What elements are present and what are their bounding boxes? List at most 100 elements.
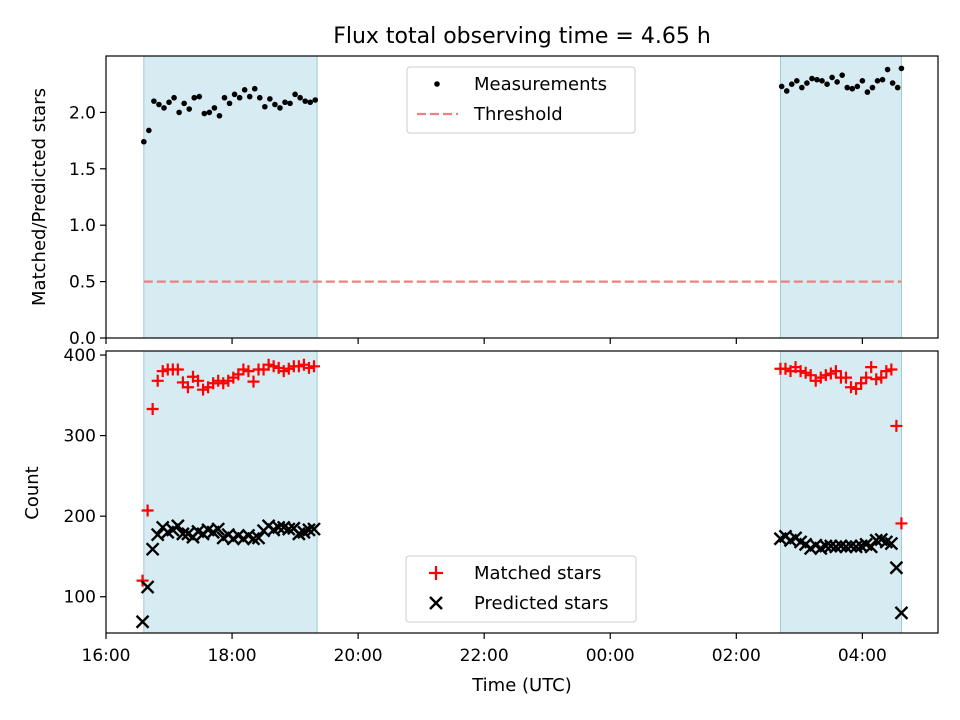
y-tick-label: 0.0 [69,329,96,349]
measurement-point [814,76,820,83]
measurement-points [141,65,905,145]
measurement-point [889,80,896,86]
predicted-star-point [834,539,848,553]
predicted-star-point [150,527,165,542]
measurement-point [161,105,167,111]
measurement-point [277,105,283,111]
predicted-star-point [251,531,266,545]
measurement-point [804,80,810,86]
top-plot-frame [105,55,939,339]
measurement-point [191,94,198,101]
observing-span [143,350,318,634]
top-x-ticks [105,338,863,344]
legend-threshold-label: Threshold [473,104,563,125]
measurement-point [236,94,243,101]
measurement-point [819,78,825,84]
predicted-stars-points [135,518,909,629]
legend-measurements-marker [434,81,440,87]
predicted-star-point [140,580,155,594]
measurement-point [287,100,293,107]
y-tick-label: 1.0 [69,216,96,236]
measurement-point [799,84,805,91]
predicted-star-point [824,539,838,553]
legend-matched-marker [429,566,443,580]
measurement-point [282,99,288,106]
measurement-point [788,81,795,87]
measurement-point [251,85,258,92]
measurement-point [849,85,856,92]
bottom-y-ticks: 100 200 300 400 [64,346,106,608]
matched-star-point [146,403,159,416]
measurement-point [267,96,273,102]
predicted-star-point [849,539,863,554]
measurement-point [307,99,314,106]
measurement-point [196,93,203,100]
measurement-point [171,94,177,101]
predicted-star-point [844,539,858,553]
predicted-star-point [281,522,296,536]
bottom-x-ticks: 16:00 18:00 20:00 22:00 00:00 02:00 04:00 [82,633,887,666]
measurement-point [141,138,147,145]
y-tick-label: 100 [64,588,96,608]
predicted-star-point [211,522,226,536]
matched-star-point [192,374,205,387]
measurement-point [884,66,891,73]
matched-star-point [865,361,878,374]
measurement-point [834,79,840,85]
matched-star-point [181,381,194,394]
chart-title: Flux total observing time = 4.65 h [333,24,711,49]
measurement-point [898,65,905,72]
bottom-panel: 100 200 300 400 16:00 18:00 20:00 22:00 00:00 02… [22,346,939,696]
predicted-star-point [135,614,150,629]
measurement-point [829,74,835,81]
predicted-star-point [302,523,316,537]
measurement-point [879,76,886,83]
measurement-point [231,91,238,98]
matched-star-point [247,375,260,388]
matched-star-point [171,363,184,376]
measurement-point [874,78,881,84]
measurement-point [859,78,866,84]
x-tick-label: 20:00 [334,646,383,666]
y-tick-label: 2.0 [69,103,96,123]
measurement-point [226,100,233,107]
measurement-point [246,93,253,100]
predicted-star-point [307,522,321,536]
top-legend-box [406,66,636,134]
matched-star-point [895,517,908,530]
y-tick-label: 300 [64,427,96,447]
matched-star-point [860,371,873,384]
predicted-star-point [246,531,261,546]
measurement-point [869,84,876,91]
measurement-point [839,72,845,78]
measurement-point [844,84,851,91]
legend-measurements-label: Measurements [474,74,607,95]
measurement-point [854,83,861,90]
matched-star-point [829,365,842,378]
measurement-point [156,101,162,108]
predicted-star-point [829,539,843,554]
measurement-point [241,87,248,93]
measurement-point [176,109,182,116]
predicted-star-point [889,560,904,575]
x-tick-label: 16:00 [82,646,131,666]
predicted-star-point [171,518,185,533]
measurement-point [151,98,157,104]
measurement-point [186,106,192,112]
measurement-point [302,98,308,104]
measurement-point [181,100,187,107]
measurement-point [894,84,901,91]
measurement-point [297,94,303,101]
predicted-star-point [145,542,160,557]
predicted-star-point [839,539,853,554]
measurement-point [262,103,268,110]
top-y-ticks: 0.0 0.5 1.0 1.5 2.0 [69,103,106,349]
legend-predicted-marker [429,596,443,610]
matched-star-point [890,419,903,432]
observing-span [779,350,902,634]
measurement-point [272,101,278,108]
x-tick-label: 02:00 [712,646,761,666]
measurement-point [292,91,298,98]
x-tick-label: 22:00 [460,646,509,666]
matched-star-point [151,374,164,387]
